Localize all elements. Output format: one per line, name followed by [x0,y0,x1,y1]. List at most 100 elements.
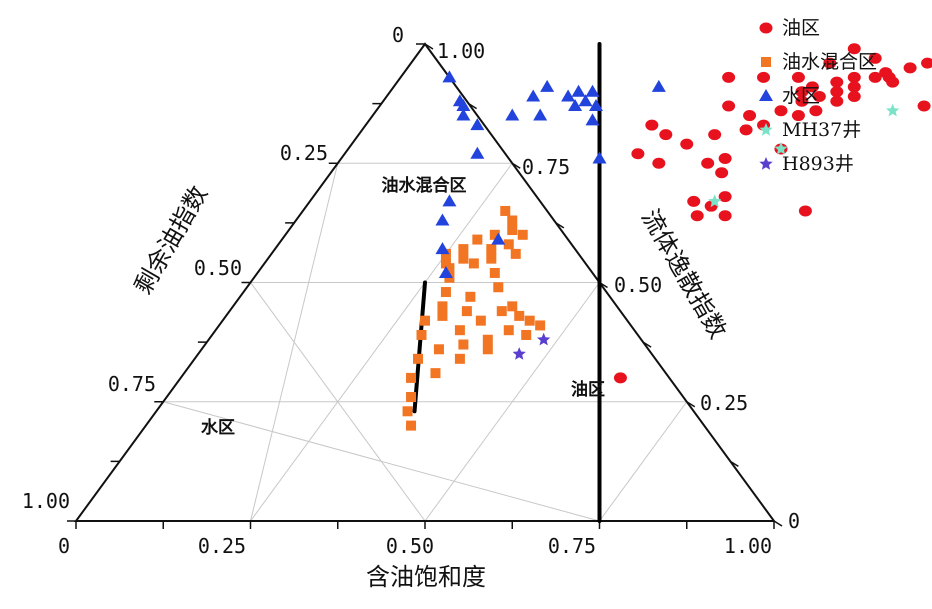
data-point-oil [868,71,882,83]
zone-boundaries [412,42,602,523]
data-point-mixed [458,339,469,350]
grid-line [250,162,513,522]
data-point-oil [631,148,645,160]
tick-mark [468,102,478,110]
data-point-mixed [514,310,525,321]
data-point-oil [739,124,753,136]
data-point-water [571,84,586,97]
data-point-water [585,84,600,97]
data-point-oil [868,52,882,64]
data-point-oil [847,43,861,55]
data-point-mixed [430,368,441,379]
legend-label-oil: 油区 [782,17,820,39]
data-point-mixed [468,258,479,269]
data-point-mixed [406,372,417,383]
tick-mark [642,341,652,348]
bottom-tick-label: 1.00 [724,534,772,558]
data-point-water [456,108,471,121]
data-point-oil [680,138,694,150]
left-tick-label: 1.00 [22,489,70,513]
data-point-oil [847,90,861,102]
data-point-mixed [496,306,507,317]
bottom-axis-title: 含油饱和度 [366,563,486,591]
data-point-water [442,70,457,83]
right-axis-ticks: 1.00 0.75 0.50 0.25 0 [437,39,800,533]
data-point-mixed [503,239,514,250]
data-point-water [585,113,600,126]
legend-marker-mixed [761,57,771,67]
left-tick-label: 0.50 [194,256,242,280]
data-point-h893 [537,332,551,346]
right-tick-label: 0 [788,509,800,533]
left-tick-label: 0.25 [280,141,328,165]
data-point-water [470,146,485,159]
data-point-water [578,94,593,107]
grid-line [599,401,688,522]
data-point-mixed [482,334,493,345]
data-point-oil [722,100,736,112]
data-point-water [540,79,555,92]
data-point-mixed [535,320,546,331]
data-point-mixed [440,258,451,269]
data-point-water [435,242,450,255]
data-point-oil [879,67,893,79]
data-point-oil [708,129,722,141]
data-point-mixed [458,253,469,264]
data-point-mixed [454,325,465,336]
right-tick-label: 1.00 [437,39,485,63]
left-tick-label: 0.75 [108,372,156,396]
legend-marker-water [759,89,773,101]
legend-label-h893: H893井 [782,153,854,175]
data-point-oil [847,71,861,83]
data-point-mixed [475,315,486,326]
data-point-mixed [521,329,532,340]
data-point-mixed [440,287,451,298]
data-point-water [592,151,607,164]
legend-markers [759,22,773,170]
data-point-mixed [437,310,448,321]
data-point-water [589,99,604,112]
data-point-mixed [493,282,504,293]
left-axis-title: 剩余油指数 [129,181,213,299]
data-point-oil [917,100,931,112]
data-point-water [651,79,666,92]
data-point-oil [795,95,809,107]
legend-marker-oil [759,22,773,34]
data-point-water [452,94,467,107]
bottom-tick-label: 0.75 [548,534,596,558]
data-point-oil [809,105,823,117]
data-point-water [470,118,485,131]
data-point-mixed [500,205,511,216]
bottom-tick-label: 0 [58,534,70,558]
zone-label-oil: 油区 [571,379,605,400]
left-tick-label: 0 [392,23,404,47]
data-point-mixed [454,353,465,364]
bottom-tick-label: 0.25 [198,534,246,558]
tick-mark [773,520,783,527]
data-point-water [526,89,541,102]
tick-mark [511,162,521,169]
data-point-water [561,89,576,102]
data-point-oil [715,167,729,179]
data-point-mixed [489,229,500,240]
data-point-water [438,265,453,278]
legend: 油区 油水混合区 水区 MH37井 H893井 [759,17,877,175]
data-point-mh37 [774,141,788,155]
data-point-water [435,213,450,226]
data-point-oil [659,129,673,141]
data-point-oil [921,57,932,69]
legend-marker-h893 [759,157,773,170]
data-point-oil [718,191,732,203]
data-point-oil [812,90,826,102]
data-point-oil [830,76,844,88]
data-point-oil [645,119,659,131]
data-point-oil [722,71,736,83]
data-point-oil [823,57,837,69]
data-point-mixed [507,301,518,312]
data-point-oil [718,152,732,164]
data-point-mixed [413,353,424,364]
data-point-mixed [486,244,497,255]
left-axis-ticks: 0 0.25 0.50 0.75 1.00 [22,23,404,513]
data-point-mixed [507,215,518,226]
